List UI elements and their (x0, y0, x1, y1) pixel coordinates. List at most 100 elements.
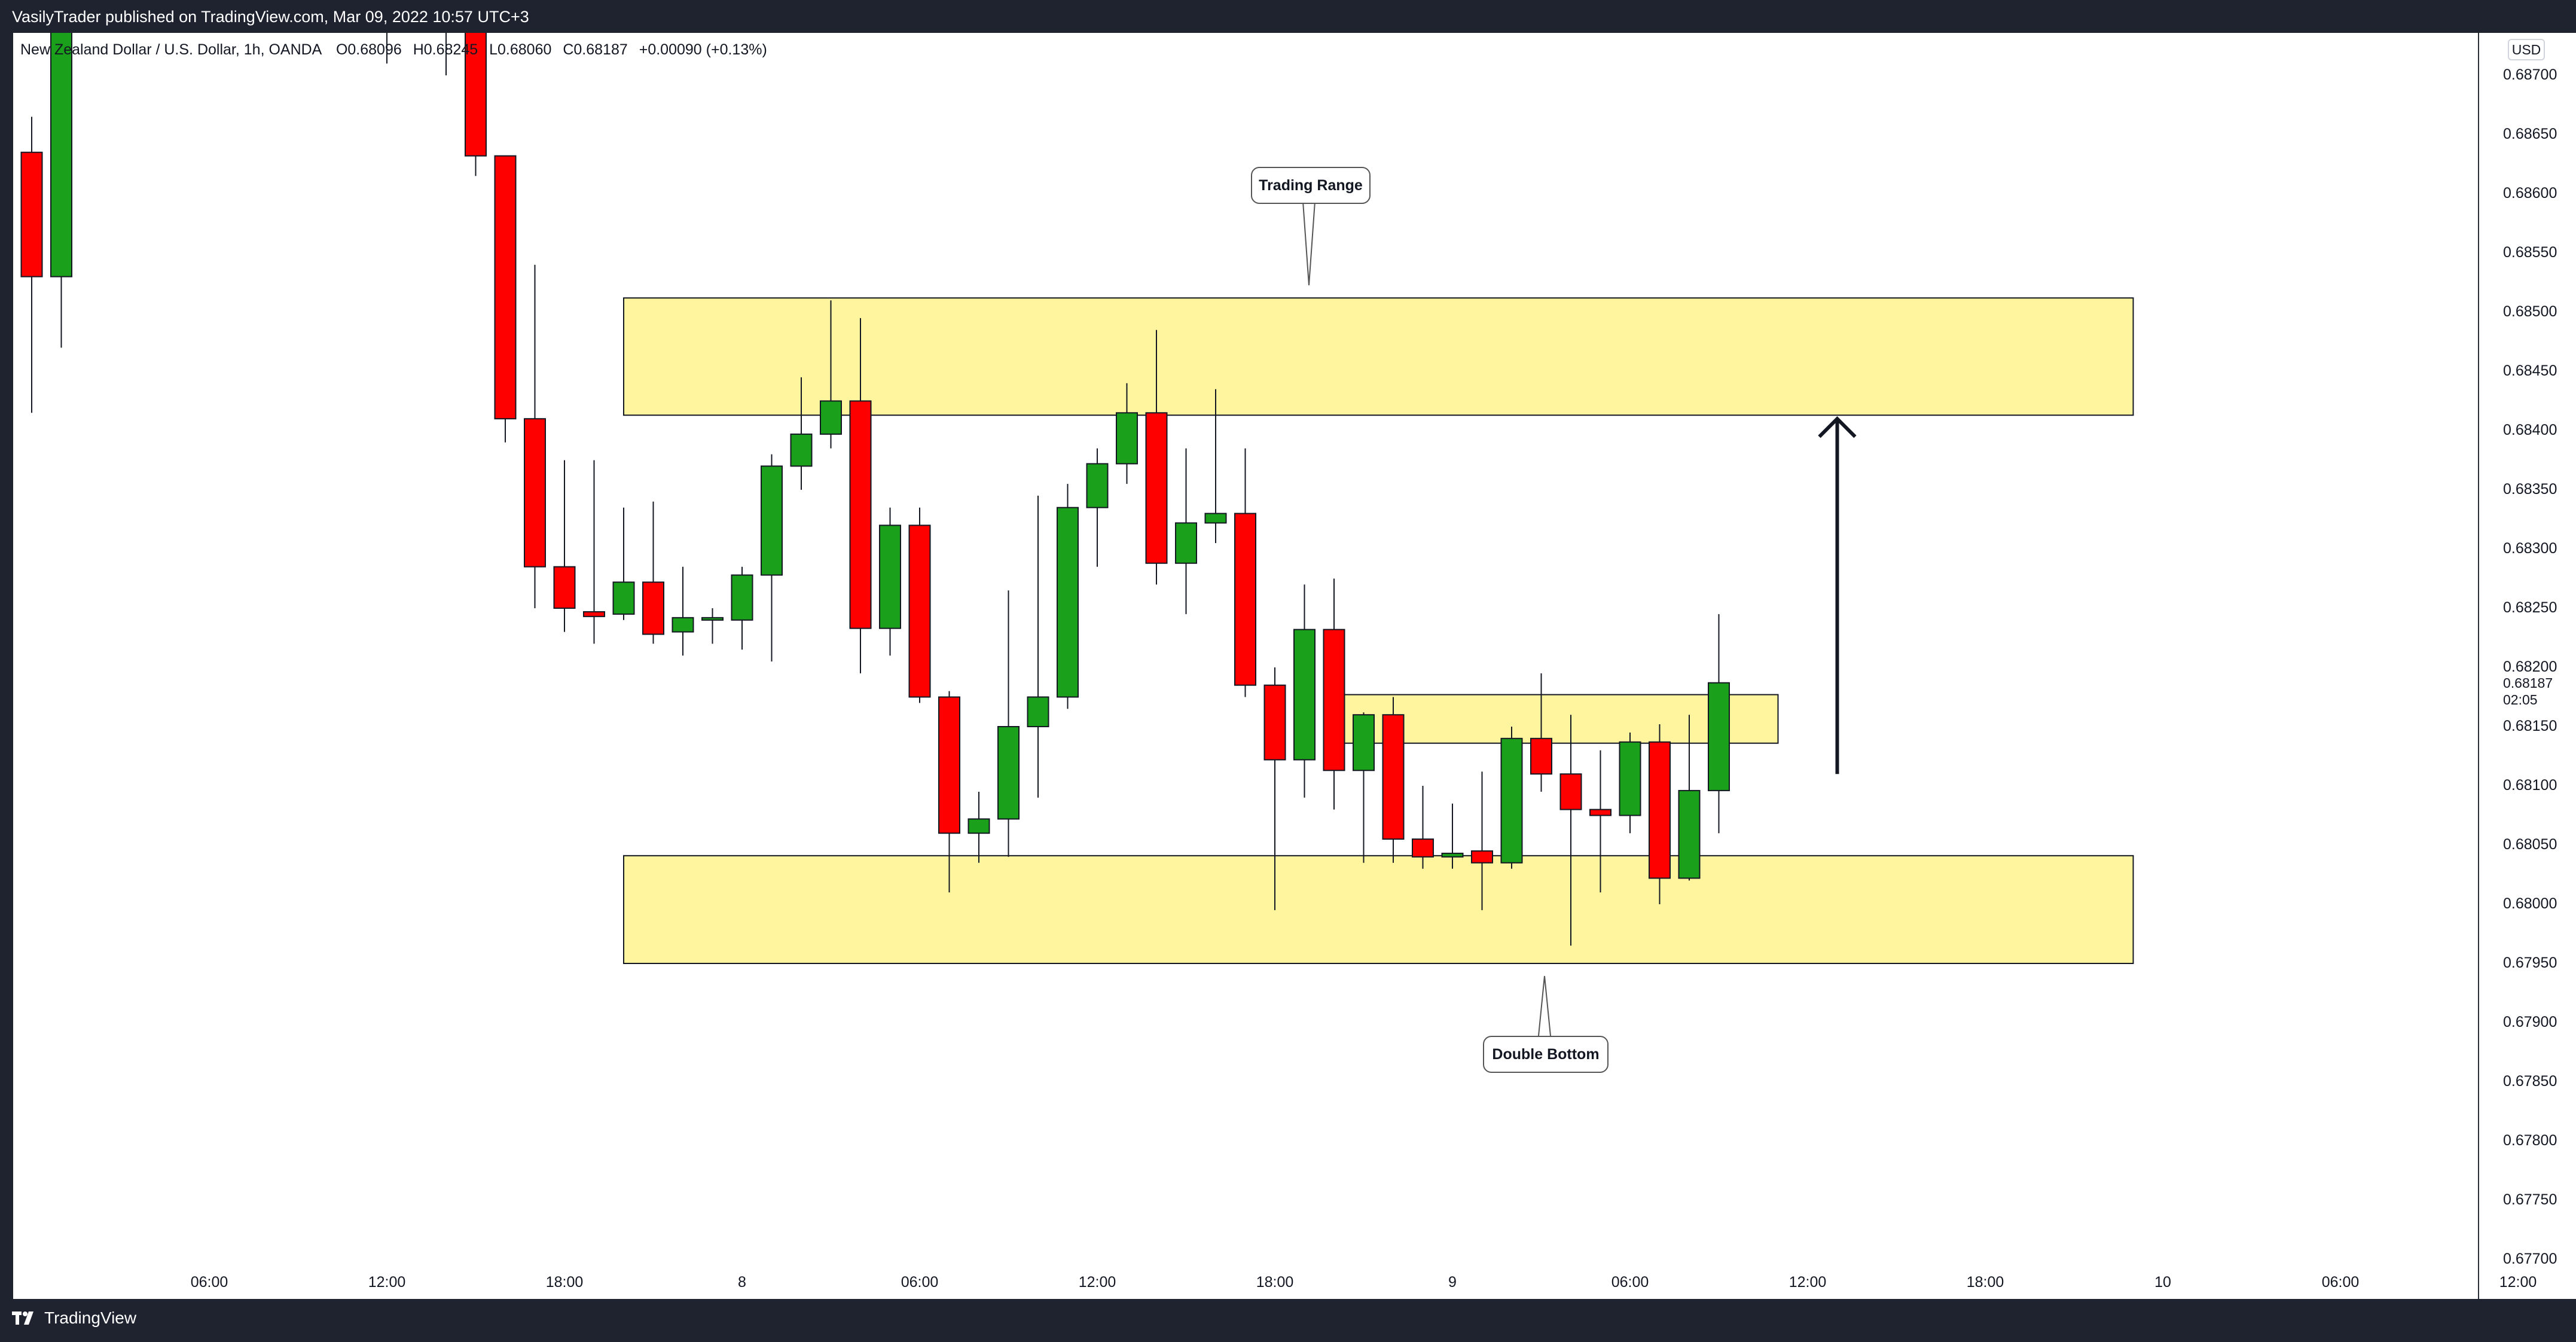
symbol-legend: New Zealand Dollar / U.S. Dollar, 1h, OA… (20, 41, 767, 59)
candle-bearish (553, 566, 576, 609)
candle-bullish (50, 33, 72, 277)
candle-bearish (20, 151, 43, 277)
candle-bullish (1027, 696, 1049, 727)
candle-bearish (1323, 629, 1345, 771)
candle-bearish (494, 155, 517, 420)
price-axis[interactable] (2478, 33, 2576, 1299)
footer-bar: TradingView (0, 1299, 2576, 1342)
candle-bullish (1500, 737, 1523, 864)
legend-close: C0.68187 (563, 41, 628, 58)
time-tick-label: 8 (738, 1274, 746, 1291)
candle-bullish (672, 617, 694, 633)
candle-bullish (997, 726, 1020, 820)
candle-bearish (908, 524, 931, 698)
candle-bullish (1293, 629, 1316, 761)
candle-bearish (642, 581, 664, 635)
time-tick-label: 06:00 (190, 1274, 228, 1291)
resistance-zone (1333, 694, 1779, 744)
price-tick-label: 0.68200 (2503, 658, 2557, 675)
last-price-label: 0.68187 (2503, 675, 2553, 691)
time-tick-label: 12:00 (2499, 1274, 2537, 1291)
candle-bullish (879, 524, 901, 629)
price-tick-label: 0.68450 (2503, 362, 2557, 379)
double-bottom-pointer (1538, 975, 1551, 1036)
candle-bearish (465, 33, 487, 157)
trading-range-callout[interactable]: Trading Range (1251, 167, 1371, 204)
price-tick-label: 0.68050 (2503, 836, 2557, 853)
price-tick-label: 0.67850 (2503, 1073, 2557, 1090)
candle-bearish (1234, 513, 1256, 686)
time-tick-label: 06:00 (1611, 1274, 1649, 1291)
candle-bearish (1412, 838, 1434, 858)
candle-bearish (1145, 412, 1168, 564)
price-tick-label: 0.68100 (2503, 777, 2557, 794)
price-tick-label: 0.67700 (2503, 1250, 2557, 1267)
candle-bullish (701, 617, 724, 621)
trading-range-top (623, 297, 2134, 416)
arrow-head (1818, 416, 1857, 438)
candle-bearish (524, 418, 546, 568)
candle-bearish (1530, 737, 1552, 775)
candle-bullish (761, 465, 783, 576)
price-tick-label: 0.68700 (2503, 66, 2557, 83)
time-tick-label: 9 (1448, 1274, 1457, 1291)
time-tick-label: 12:00 (1788, 1274, 1827, 1291)
legend-symbol: New Zealand Dollar / U.S. Dollar, 1h, OA… (20, 41, 321, 58)
trading-range-pointer (1302, 201, 1316, 286)
time-tick-label: 12:00 (368, 1274, 406, 1291)
time-tick-label: 18:00 (1966, 1274, 2004, 1291)
chart-pane[interactable]: New Zealand Dollar / U.S. Dollar, 1h, OA… (13, 33, 2491, 1299)
price-tick-label: 0.67900 (2503, 1014, 2557, 1030)
candle-bullish (820, 400, 842, 435)
candlestick-chart[interactable] (13, 33, 2491, 1299)
price-tick-label: 0.68650 (2503, 126, 2557, 142)
time-tick-label: 06:00 (2321, 1274, 2360, 1291)
price-tick-label: 0.67750 (2503, 1191, 2557, 1208)
published-info: VasilyTrader published on TradingView.co… (12, 8, 529, 26)
candle-bullish (1204, 513, 1227, 524)
price-tick-label: 0.67950 (2503, 954, 2557, 971)
price-tick-label: 0.68350 (2503, 481, 2557, 498)
candle-bearish (1589, 809, 1611, 816)
candle-bullish (1678, 789, 1701, 879)
time-tick-label: 18:00 (545, 1274, 584, 1291)
price-tick-label: 0.68000 (2503, 895, 2557, 912)
candle-bearish (849, 400, 872, 629)
legend-open: O0.68096 (335, 41, 402, 58)
candle-bearish (1471, 850, 1493, 864)
price-tick-label: 0.68500 (2503, 303, 2557, 320)
tradingview-brand[interactable]: TradingView (12, 1309, 136, 1328)
legend-high: H0.68245 (413, 41, 478, 58)
candle-bullish (1175, 522, 1197, 564)
legend-change: +0.00090 (+0.13%) (639, 41, 767, 58)
time-tick-label: 10 (2154, 1274, 2171, 1291)
candle-bullish (612, 581, 635, 615)
candle-bullish (731, 574, 753, 621)
candle-bullish (1441, 852, 1464, 858)
price-tick-label: 0.68250 (2503, 599, 2557, 616)
candle-bullish (1353, 714, 1375, 771)
candle-bearish (1559, 773, 1582, 810)
bar-countdown-label: 02:05 (2503, 691, 2538, 707)
candle-bullish (967, 818, 990, 834)
price-tick-label: 0.68550 (2503, 244, 2557, 261)
currency-badge[interactable]: USD (2508, 39, 2545, 60)
candle-bearish (1382, 714, 1405, 840)
candle-bullish (1057, 507, 1079, 698)
price-tick-label: 0.68600 (2503, 185, 2557, 202)
price-tick-label: 0.68150 (2503, 718, 2557, 734)
candle-bullish (790, 433, 813, 467)
time-tick-label: 18:00 (1256, 1274, 1294, 1291)
price-tick-label: 0.68400 (2503, 422, 2557, 438)
legend-low: L0.68060 (489, 41, 552, 58)
time-tick-label: 12:00 (1078, 1274, 1116, 1291)
support-zone (623, 855, 2134, 964)
tradingview-logo-icon (12, 1312, 33, 1325)
candle-bearish (1649, 741, 1671, 879)
price-tick-label: 0.67800 (2503, 1132, 2557, 1149)
double-bottom-callout[interactable]: Double Bottom (1483, 1036, 1609, 1073)
time-tick-label: 06:00 (901, 1274, 939, 1291)
axis-divider (2478, 33, 2479, 1299)
price-tick-label: 0.68300 (2503, 540, 2557, 557)
publisher-bar: VasilyTrader published on TradingView.co… (0, 0, 2576, 33)
